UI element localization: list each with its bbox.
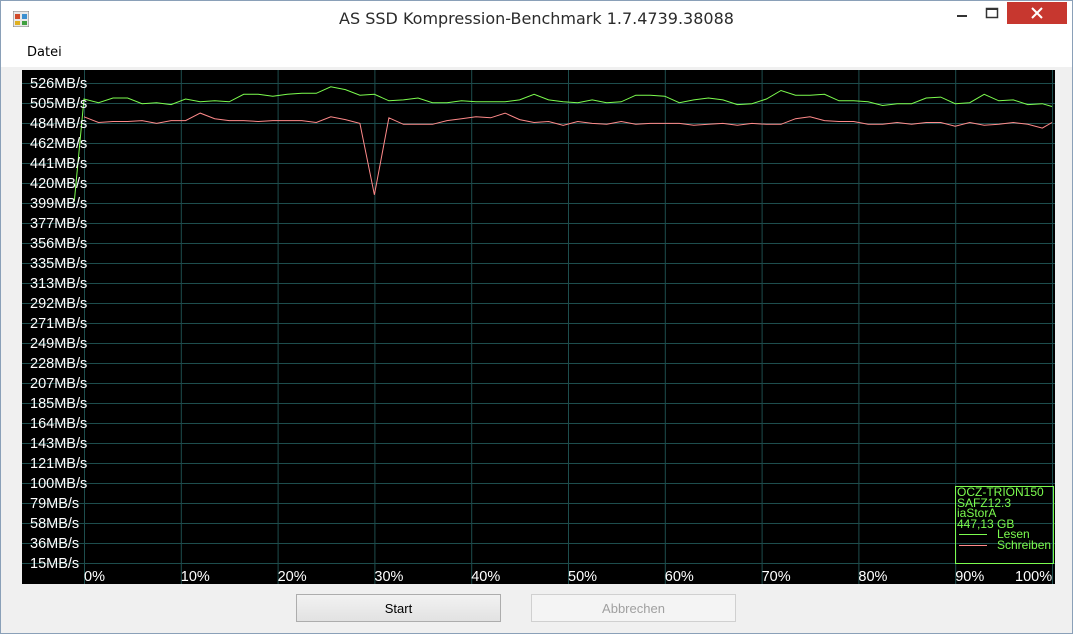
write-series-line (83, 112, 1053, 195)
y-tick-label: 377MB/s (30, 216, 88, 232)
y-tick-label: 313MB/s (30, 276, 88, 292)
legend-write-swatch (959, 545, 987, 546)
y-tick-label: 462MB/s (30, 136, 88, 152)
start-button[interactable]: Start (296, 594, 501, 622)
abort-button[interactable]: Abbrechen (531, 594, 736, 622)
legend-read-label: Lesen (997, 527, 1030, 541)
x-tick-label: 100% (1015, 569, 1053, 585)
window-title: AS SSD Kompression-Benchmark 1.7.4739.38… (339, 9, 734, 28)
x-tick-label: 20% (277, 569, 307, 585)
y-tick-label: 399MB/s (30, 196, 88, 212)
minimize-button[interactable] (947, 1, 977, 25)
legend-write-label: Schreiben (997, 538, 1052, 552)
drive-legend: OCZ-TRION150 SAFZ12.3 iaStorA 447,13 GB … (955, 486, 1054, 564)
drive-model: OCZ-TRION150 (957, 486, 1044, 499)
x-tick-label: 30% (374, 569, 404, 585)
x-tick-label: 40% (471, 569, 501, 585)
y-tick-label: 143MB/s (30, 436, 88, 452)
x-tick-label: 50% (568, 569, 598, 585)
read-series-line (73, 86, 1053, 202)
legend-read: Lesen (956, 527, 1053, 541)
y-tick-label: 249MB/s (30, 336, 88, 352)
menu-datei[interactable]: Datei (27, 45, 62, 60)
y-tick-label: 484MB/s (30, 116, 88, 132)
legend-read-swatch (959, 534, 987, 535)
title-bar[interactable]: AS SSD Kompression-Benchmark 1.7.4739.38… (1, 1, 1072, 37)
maximize-button[interactable] (977, 1, 1007, 25)
drive-driver: iaStorA (957, 506, 997, 520)
benchmark-graph: 526MB/s 505MB/s 484MB/s 462MB/s 441MB/s 420MB… (22, 70, 1055, 584)
graph-canvas (22, 70, 1055, 584)
y-tick-label: 271MB/s (30, 316, 88, 332)
x-tick-label: 70% (761, 569, 791, 585)
y-tick-label: 356MB/s (30, 236, 88, 252)
minimize-icon (957, 15, 967, 17)
y-tick-label: 100MB/s (30, 476, 88, 492)
x-tick-label: 90% (955, 569, 985, 585)
y-tick-label: 79MB/s (30, 496, 80, 512)
maximize-icon (985, 7, 999, 19)
y-tick-label: 121MB/s (30, 456, 88, 472)
x-tick-label: 80% (858, 569, 888, 585)
drive-firmware: SAFZ12.3 (957, 495, 1012, 510)
y-tick-label: 526MB/s (30, 76, 88, 92)
y-tick-label: 36MB/s (30, 536, 80, 552)
close-button[interactable] (1007, 2, 1067, 24)
y-tick-label: 505MB/s (30, 96, 88, 112)
y-tick-label: 292MB/s (30, 296, 88, 312)
y-tick-label: 58MB/s (30, 516, 80, 532)
close-icon (1031, 7, 1043, 19)
y-tick-label: 15MB/s (30, 556, 80, 572)
y-tick-label: 228MB/s (30, 356, 88, 372)
legend-write: Schreiben (956, 538, 1053, 552)
y-tick-label: 207MB/s (30, 376, 88, 392)
x-tick-label: 10% (180, 569, 210, 585)
y-tick-label: 164MB/s (30, 416, 88, 432)
y-tick-label: 420MB/s (30, 176, 88, 192)
y-tick-label: 185MB/s (30, 396, 88, 412)
x-tick-label: 0% (84, 569, 105, 585)
menu-bar: Datei (1, 37, 1072, 67)
x-tick-label: 60% (664, 569, 694, 585)
drive-capacity: 447,13 GB (957, 516, 1015, 531)
y-tick-label: 441MB/s (30, 156, 88, 172)
y-tick-label: 335MB/s (30, 256, 88, 272)
